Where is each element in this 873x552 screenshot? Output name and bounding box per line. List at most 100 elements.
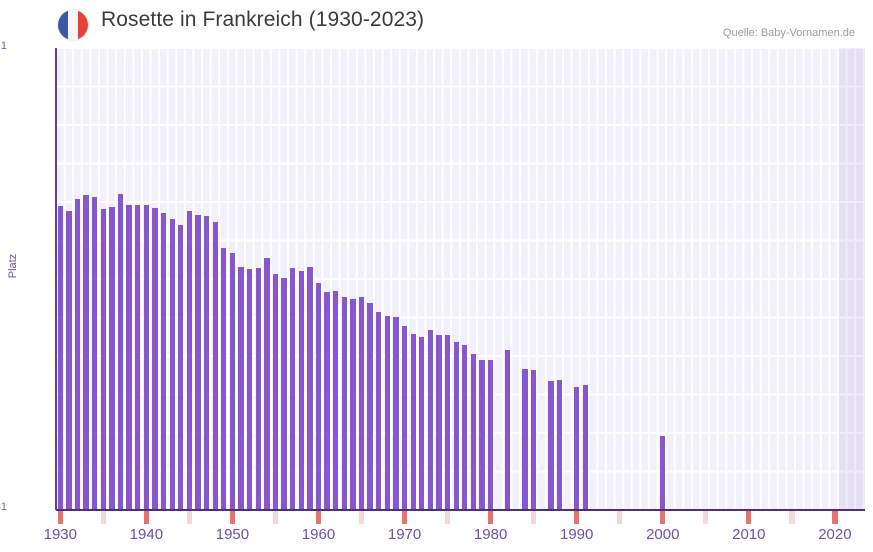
x-axis-tick-label: 1940 [129, 526, 164, 543]
x-axis-tick-label: 1960 [301, 526, 336, 543]
bar[interactable] [255, 267, 261, 510]
x-axis-tick [617, 511, 623, 524]
bar[interactable] [186, 210, 193, 510]
bar[interactable] [462, 345, 468, 510]
x-axis-tick [272, 511, 279, 524]
bar[interactable] [384, 316, 390, 510]
bar[interactable] [376, 311, 382, 510]
bar[interactable] [74, 199, 81, 510]
bar[interactable] [152, 208, 158, 510]
bar[interactable] [100, 209, 106, 510]
bars-layer [56, 48, 865, 510]
bar[interactable] [272, 273, 279, 510]
bar[interactable] [203, 215, 210, 510]
bar[interactable] [530, 370, 537, 510]
bar[interactable] [169, 219, 175, 510]
bar[interactable] [358, 296, 365, 510]
bar[interactable] [660, 436, 666, 510]
x-axis-tick [660, 511, 666, 524]
bar[interactable] [341, 296, 347, 510]
bar[interactable] [92, 197, 98, 510]
bar[interactable] [393, 316, 399, 510]
x-axis-tick [358, 511, 365, 524]
x-axis-tick [574, 511, 580, 524]
bar[interactable] [195, 215, 201, 510]
bar[interactable] [160, 212, 167, 510]
bar[interactable] [117, 194, 124, 510]
bar[interactable] [350, 299, 356, 510]
y-axis-line [55, 48, 57, 510]
bar[interactable] [281, 277, 287, 510]
x-axis-tick-label: 1970 [387, 526, 422, 543]
bar[interactable] [333, 291, 339, 510]
bar[interactable] [126, 204, 132, 510]
x-axis-tick-band [56, 511, 865, 524]
x-axis-tick [444, 511, 451, 524]
bar[interactable] [290, 268, 296, 510]
bar[interactable] [436, 335, 442, 510]
x-axis-tick [530, 511, 537, 524]
bar[interactable] [444, 335, 451, 510]
x-axis-tick [401, 511, 408, 524]
plot-area [56, 48, 865, 510]
x-axis-tick [57, 511, 63, 524]
bar[interactable] [505, 350, 511, 510]
x-axis-tick-label: 2000 [646, 526, 680, 543]
bar[interactable] [57, 205, 63, 510]
bar[interactable] [212, 221, 218, 510]
x-axis-tick [229, 511, 236, 524]
bar[interactable] [178, 225, 184, 510]
x-axis-tick [315, 511, 322, 524]
bar[interactable] [453, 342, 459, 510]
bar[interactable] [221, 247, 227, 510]
y-axis-label-top: 1 [0, 40, 7, 52]
x-axis-tick-label: 1990 [560, 526, 594, 543]
x-axis-tick [703, 511, 709, 524]
bar[interactable] [315, 282, 322, 510]
x-axis-tick-label: 2010 [732, 526, 766, 543]
x-axis-tick-label: 2020 [818, 526, 852, 543]
x-axis-tick-label: 1930 [43, 526, 77, 543]
x-axis-tick [789, 511, 795, 524]
bar[interactable] [470, 353, 477, 510]
bar[interactable] [367, 302, 373, 510]
bar[interactable] [229, 253, 236, 510]
bar[interactable] [238, 266, 244, 510]
x-axis-tick [100, 511, 106, 524]
bar[interactable] [66, 210, 72, 510]
y-axis-title: Platz [7, 253, 19, 279]
x-axis-tick-label: 1950 [215, 526, 250, 543]
bar[interactable] [427, 330, 434, 510]
x-axis-tick [832, 511, 838, 524]
x-axis-tick-label: 1980 [473, 526, 508, 543]
bar[interactable] [556, 379, 563, 510]
bar[interactable] [246, 269, 253, 510]
x-axis-tick [186, 511, 193, 524]
x-axis-tick [487, 511, 494, 524]
bar[interactable] [522, 368, 528, 510]
bar[interactable] [264, 258, 270, 510]
bar[interactable] [410, 334, 416, 510]
bar[interactable] [109, 206, 115, 510]
recent-years-plot-band [839, 48, 865, 510]
bar[interactable] [324, 291, 330, 510]
bar[interactable] [548, 381, 554, 510]
bar[interactable] [307, 266, 313, 510]
x-axis-tick [143, 511, 150, 524]
x-axis-tick [746, 511, 752, 524]
bar[interactable] [479, 359, 485, 510]
bar[interactable] [135, 204, 141, 510]
bar[interactable] [401, 326, 408, 510]
bar[interactable] [143, 204, 150, 510]
page-title: Rosette in Frankreich (1930-2023) [101, 8, 425, 31]
bar[interactable] [419, 336, 425, 510]
y-axis-label-bottom: 5531 [0, 501, 7, 513]
bar[interactable] [298, 270, 304, 510]
bar[interactable] [582, 385, 588, 510]
bar[interactable] [487, 359, 494, 510]
bar[interactable] [83, 194, 89, 510]
france-flag-icon [58, 10, 88, 40]
bar[interactable] [574, 387, 580, 510]
chart-header: Rosette in Frankreich (1930-2023) Quelle… [0, 0, 873, 48]
